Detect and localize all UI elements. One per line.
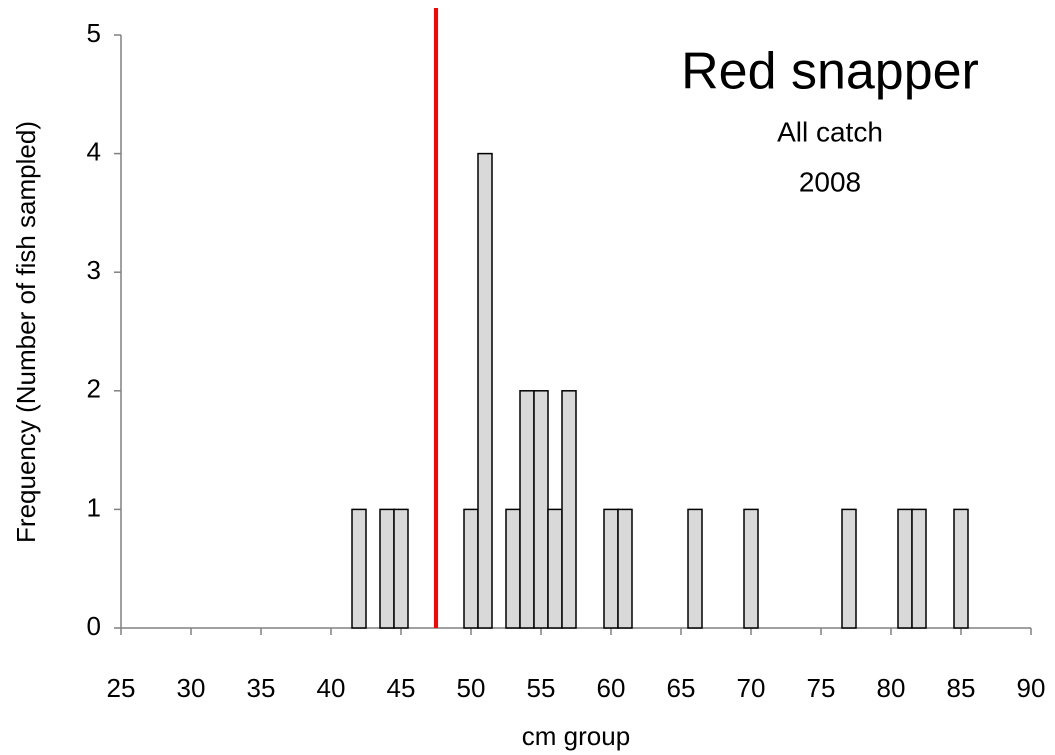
- bar: [911, 508, 927, 629]
- y-tick-label: 5: [87, 18, 101, 48]
- x-tick-label: 25: [107, 673, 136, 703]
- y-tick-label: 2: [87, 374, 101, 404]
- chart-title: Red snapper: [681, 43, 979, 101]
- y-axis-label: Frequency (Number of fish sampled): [11, 121, 41, 543]
- x-tick-label: 70: [737, 673, 766, 703]
- x-tick-label: 50: [457, 673, 486, 703]
- bar: [351, 508, 367, 629]
- x-tick-label: 75: [807, 673, 836, 703]
- bar: [603, 508, 619, 629]
- bar: [477, 152, 493, 629]
- x-tick-label: 85: [947, 673, 976, 703]
- y-tick-label: 3: [87, 255, 101, 285]
- bar: [687, 508, 703, 629]
- x-tick-label: 55: [527, 673, 556, 703]
- x-tick-label: 45: [387, 673, 416, 703]
- x-tick-label: 35: [247, 673, 276, 703]
- chart-subtitle: 2008: [799, 166, 861, 197]
- bar: [897, 508, 913, 629]
- chart-subtitle: All catch: [777, 116, 883, 147]
- x-tick-label: 60: [597, 673, 626, 703]
- x-tick-label: 40: [317, 673, 346, 703]
- bar: [519, 390, 535, 629]
- bar: [743, 508, 759, 629]
- bar: [953, 508, 969, 629]
- bar: [841, 508, 857, 629]
- x-tick-label: 90: [1017, 673, 1046, 703]
- y-tick-label: 0: [87, 611, 101, 641]
- bar: [617, 508, 633, 629]
- bar: [533, 390, 549, 629]
- bar: [505, 508, 521, 629]
- x-tick-label: 30: [177, 673, 206, 703]
- y-tick-label: 1: [87, 492, 101, 522]
- bar: [393, 508, 409, 629]
- x-tick-label: 65: [667, 673, 696, 703]
- bar: [561, 390, 577, 629]
- y-tick-label: 4: [87, 136, 101, 166]
- x-axis-label: cm group: [522, 721, 630, 751]
- x-tick-label: 80: [877, 673, 906, 703]
- bar: [547, 508, 563, 629]
- bar: [463, 508, 479, 629]
- bar: [379, 508, 395, 629]
